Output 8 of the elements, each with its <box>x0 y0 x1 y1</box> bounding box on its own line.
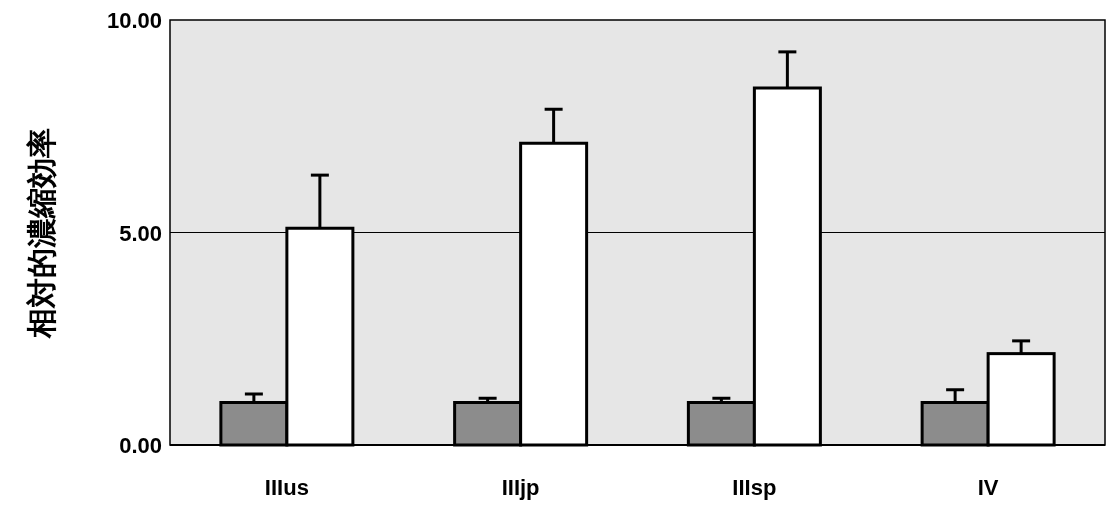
y-tick-label: 10.00 <box>106 8 162 33</box>
y-tick-label: 5.00 <box>119 220 162 246</box>
x-tick-label: IIIsp <box>732 475 777 500</box>
y-tick-label: 0.00 <box>119 433 162 458</box>
y-axis-title: 相対的濃縮効率 <box>25 127 58 339</box>
x-tick-label: IV <box>977 475 999 500</box>
x-tick-label: IIIus <box>264 475 309 500</box>
x-tick-label: IIIjp <box>501 475 540 500</box>
